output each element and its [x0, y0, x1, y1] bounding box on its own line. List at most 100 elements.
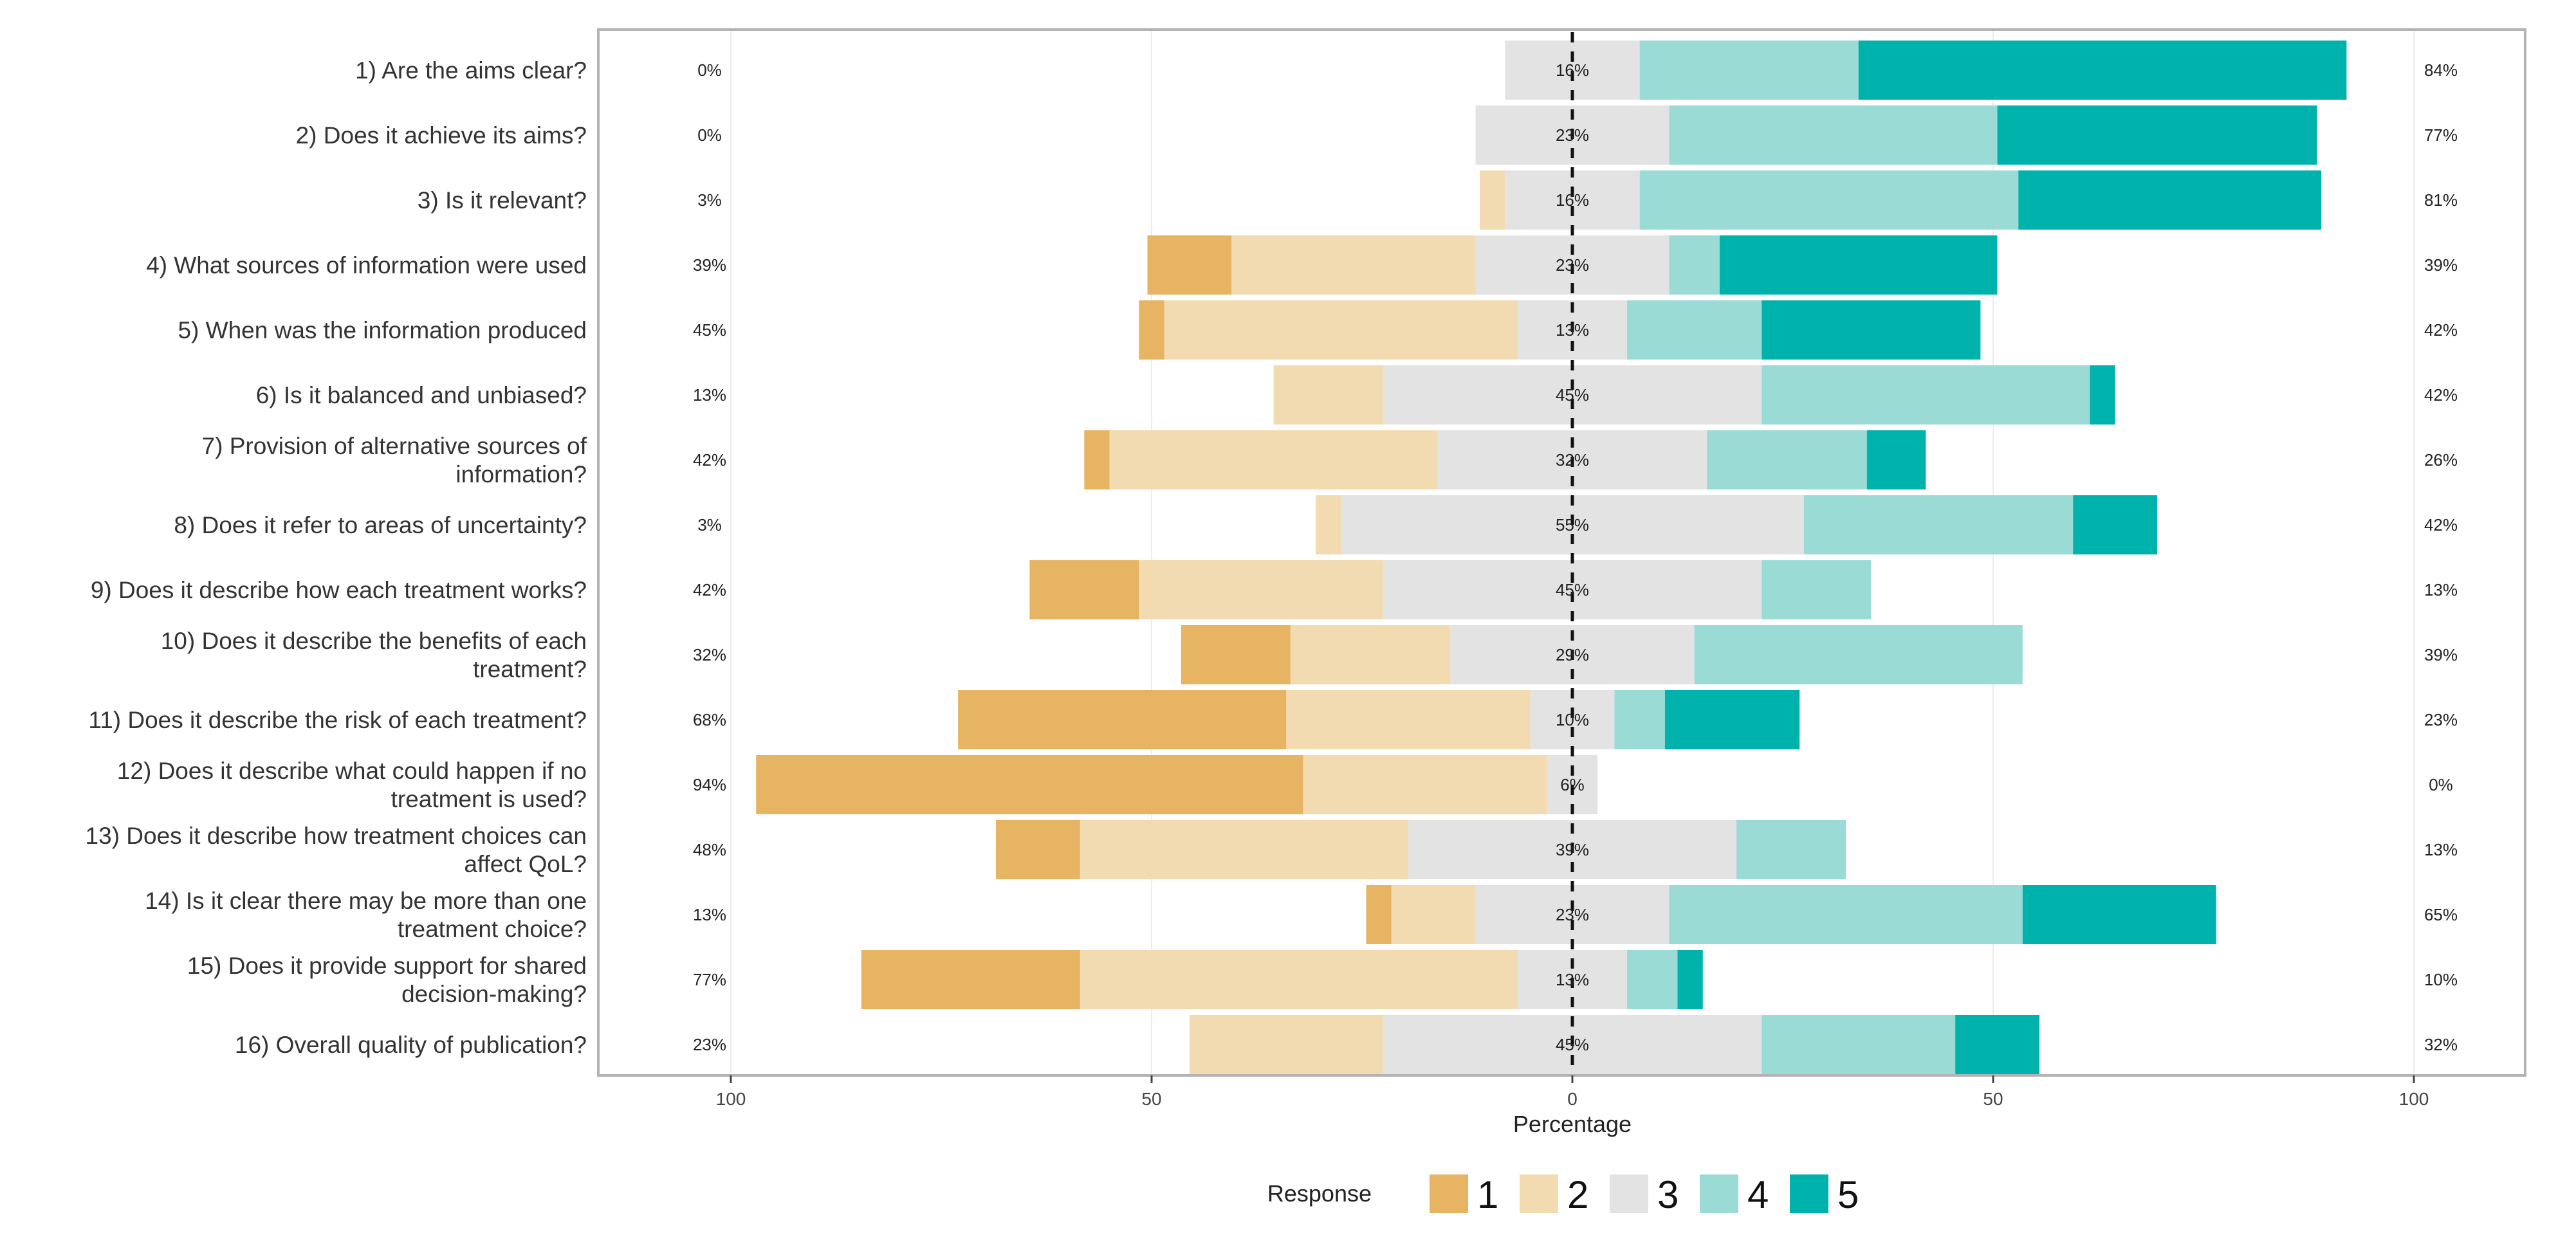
- pct-neutral-label: 29%: [1556, 645, 1589, 664]
- pct-neutral-label: 13%: [1556, 320, 1589, 340]
- pct-low-label: 3%: [697, 515, 722, 534]
- bar-segment-response-4: [1627, 950, 1678, 1009]
- bar-segment-response-4: [1627, 300, 1762, 360]
- question-label: 11) Does it describe the risk of each tr…: [88, 707, 587, 733]
- question-label: affect QoL?: [464, 851, 587, 877]
- pct-neutral-label: 16%: [1556, 190, 1589, 210]
- bar-segment-response-4: [1614, 690, 1665, 749]
- bar-segment-response-2: [1273, 365, 1383, 425]
- bar-segment-response-2: [1286, 690, 1531, 749]
- question-label: 8) Does it refer to areas of uncertainty…: [174, 512, 587, 538]
- legend-key-response-3: [1610, 1174, 1648, 1213]
- bar-segment-response-3: [1383, 1015, 1572, 1074]
- x-tick-label: 50: [1983, 1089, 2003, 1109]
- pct-high-label: 81%: [2424, 190, 2458, 210]
- question-label: 16) Overall quality of publication?: [235, 1032, 587, 1058]
- pct-high-label: 42%: [2424, 515, 2458, 534]
- x-axis-ticks: 100 50 0 50 100: [716, 1075, 2429, 1109]
- pct-high-label: 42%: [2424, 320, 2458, 340]
- question-label: treatment is used?: [391, 786, 587, 812]
- bar-row: [861, 950, 1703, 1009]
- question-label: 1) Are the aims clear?: [355, 57, 587, 84]
- pct-low-label: 13%: [693, 385, 726, 405]
- bar-segment-response-5: [1955, 1015, 2039, 1074]
- legend-key-response-4: [1700, 1174, 1738, 1213]
- pct-low-label: 42%: [693, 450, 726, 470]
- bar-segment-response-4: [1736, 820, 1846, 879]
- x-tick-label: 100: [2399, 1089, 2429, 1109]
- bar-segment-response-4: [1762, 1015, 1956, 1074]
- bar-segment-response-3: [1572, 950, 1628, 1009]
- bar-row: [1029, 560, 1872, 619]
- bar-segment-response-1: [996, 820, 1080, 879]
- pct-high-label: 39%: [2424, 645, 2458, 664]
- legend-label: 3: [1657, 1173, 1679, 1216]
- bars-layer: [756, 41, 2347, 1074]
- bar-segment-response-4: [1639, 170, 2019, 230]
- legend-key-response-2: [1520, 1174, 1558, 1213]
- bar-segment-response-2: [1080, 820, 1408, 879]
- pct-high-label: 65%: [2424, 905, 2458, 924]
- x-tick-label: 0: [1567, 1089, 1578, 1109]
- pct-high-label: 23%: [2424, 710, 2458, 729]
- question-label: 10) Does it describe the benefits of eac…: [161, 628, 587, 654]
- pct-neutral-label: 45%: [1556, 1035, 1589, 1054]
- bar-segment-response-3: [1517, 300, 1572, 360]
- pct-high-label: 32%: [2424, 1035, 2458, 1054]
- bar-segment-response-3: [1383, 560, 1572, 619]
- bar-segment-response-3: [1505, 41, 1572, 100]
- bar-row: [1475, 105, 2317, 165]
- question-label: 3) Is it relevant?: [418, 187, 587, 214]
- pct-neutral-label: 6%: [1560, 775, 1585, 794]
- pct-low-label: 32%: [693, 645, 726, 664]
- bar-row: [1147, 235, 1998, 295]
- bar-row: [1189, 1015, 2039, 1074]
- pct-neutral-label: 13%: [1556, 970, 1589, 989]
- bar-segment-response-3: [1572, 300, 1628, 360]
- pct-low-label: 94%: [693, 775, 726, 794]
- pct-low-label: 0%: [697, 125, 722, 145]
- bar-segment-response-3: [1572, 365, 1762, 425]
- pct-neutral-label: 23%: [1556, 125, 1589, 145]
- bar-row: [996, 820, 1846, 879]
- bar-segment-response-3: [1408, 820, 1572, 879]
- pct-low-label: 39%: [693, 255, 726, 275]
- question-label: decision-making?: [401, 981, 587, 1007]
- bar-segment-response-3: [1475, 235, 1572, 295]
- bar-segment-response-2: [1231, 235, 1476, 295]
- bar-row: [1084, 430, 1926, 489]
- bar-segment-response-4: [1694, 625, 2023, 684]
- bar-segment-response-4: [1669, 235, 1720, 295]
- bar-segment-response-5: [1677, 950, 1703, 1009]
- pct-high-label: 10%: [2424, 970, 2458, 989]
- question-label: treatment choice?: [398, 916, 587, 942]
- bar-segment-response-4: [1762, 560, 1872, 619]
- pct-high-label: 13%: [2424, 580, 2458, 599]
- bar-segment-response-5: [1866, 430, 1926, 489]
- question-label: 7) Provision of alternative sources of: [202, 433, 587, 459]
- bar-segment-response-3: [1475, 885, 1572, 944]
- bar-segment-response-3: [1572, 430, 1707, 489]
- bar-row: [958, 690, 1800, 749]
- bar-segment-response-3: [1572, 885, 1670, 944]
- bar-row: [1139, 300, 1981, 360]
- pct-high-label: 84%: [2424, 60, 2458, 80]
- bar-segment-response-3: [1572, 41, 1640, 100]
- bar-segment-response-2: [1080, 950, 1518, 1009]
- legend-key-response-1: [1430, 1174, 1468, 1213]
- bar-segment-response-3: [1572, 1015, 1762, 1074]
- pct-high-label: 0%: [2429, 775, 2453, 794]
- bar-segment-response-4: [1669, 105, 1998, 165]
- legend-label: 2: [1567, 1173, 1588, 1216]
- bar-segment-response-3: [1572, 560, 1762, 619]
- bar-row: [1505, 41, 2347, 100]
- question-label: 4) What sources of information were used: [146, 252, 587, 279]
- pct-high-label: 77%: [2424, 125, 2458, 145]
- bar-segment-response-3: [1572, 820, 1737, 879]
- pct-neutral-label: 23%: [1556, 905, 1589, 924]
- bar-segment-response-3: [1383, 365, 1572, 425]
- bar-segment-response-1: [1084, 430, 1110, 489]
- pct-neutral-label: 45%: [1556, 385, 1589, 405]
- bar-segment-response-2: [1480, 170, 1505, 230]
- question-label: 13) Does it describe how treatment choic…: [86, 823, 587, 849]
